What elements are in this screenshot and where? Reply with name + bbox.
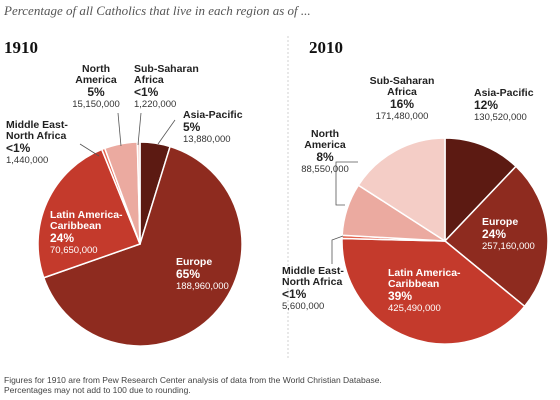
label-2010-sub-saharan-africa: Sub-Saharan Africa 16% 171,480,000 [369, 75, 435, 123]
pie-slice-2010-latin-america-caribbean [341, 237, 526, 345]
leader-line-1910-north-america [117, 112, 122, 147]
pie-slice-2010-europe [444, 165, 549, 308]
label-1910-europe: Europe 65% 188,960,000 [176, 256, 229, 293]
leader-line-1910-middle-east-north-africa [79, 143, 100, 157]
pie-slice-2010-asia-pacific [444, 137, 517, 242]
leader-line-2010-north-america [335, 161, 358, 206]
pie-title-1910: 1910 [4, 38, 38, 57]
label-2010-asia-pacific: Asia-Pacific 12% 130,520,000 [474, 87, 534, 124]
leader-line-2010-middle-east-north-africa [331, 235, 344, 264]
label-2010-latin-america-caribbean: Latin America- Caribbean 39% 425,490,000 [388, 267, 461, 315]
chart-subtitle: Percentage of all Catholics that live in… [4, 3, 311, 18]
leader-line-1910-asia-pacific [157, 119, 176, 145]
pie-slice-1910-europe [43, 145, 243, 347]
footnote: Figures for 1910 are from Pew Research C… [4, 375, 382, 395]
pie-slice-2010-sub-saharan-africa [357, 137, 446, 242]
label-1910-sub-saharan-africa: Sub-Saharan Africa <1% 1,220,000 [134, 63, 199, 111]
label-2010-north-america: North America 8% 88,550,000 [301, 128, 349, 176]
label-1910-asia-pacific: Asia-Pacific 5% 13,880,000 [183, 109, 243, 146]
leader-line-1910-sub-saharan-africa [137, 112, 142, 146]
label-1910-middle-east-north-africa: Middle East- North Africa <1% 1,440,000 [6, 119, 68, 167]
label-2010-middle-east-north-africa: Middle East- North Africa <1% 5,600,000 [282, 265, 344, 313]
label-2010-europe: Europe 24% 257,160,000 [482, 216, 535, 253]
label-1910-north-america: North America 5% 15,150,000 [72, 63, 120, 111]
label-1910-latin-america-caribbean: Latin America- Caribbean 24% 70,650,000 [50, 209, 123, 257]
pie-title-2010: 2010 [309, 38, 343, 57]
